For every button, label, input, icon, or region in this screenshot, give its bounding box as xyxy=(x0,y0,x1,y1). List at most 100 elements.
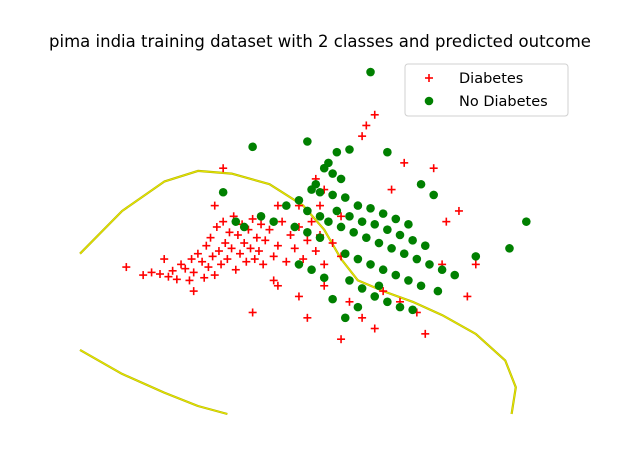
no-diabetes-point-34 xyxy=(370,220,380,229)
no-diabetes-point-19 xyxy=(315,211,325,221)
diabetes-point-36 xyxy=(246,244,255,253)
legend-label-no-diabetes: No Diabetes xyxy=(459,94,548,110)
no-diabetes-point-39 xyxy=(353,201,363,210)
no-diabetes-point-59 xyxy=(315,233,325,242)
diabetes-point-77 xyxy=(273,281,282,290)
diabetes-point-44 xyxy=(265,225,274,234)
no-diabetes-point-71 xyxy=(416,179,426,189)
diabetes-point-94 xyxy=(454,206,463,215)
diabetes-point-41 xyxy=(257,220,266,229)
decision-boundary xyxy=(79,169,517,416)
no-diabetes-point-11 xyxy=(307,185,316,194)
diabetes-point-82 xyxy=(358,313,367,322)
diabetes-point-37 xyxy=(248,214,257,223)
no-diabetes-point-17 xyxy=(294,195,304,205)
no-diabetes-point-3 xyxy=(332,147,342,157)
no-diabetes-point-27 xyxy=(412,254,422,264)
diabetes-point-0 xyxy=(122,263,131,272)
no-diabetes-point-72 xyxy=(340,313,350,323)
diabetes-point-53 xyxy=(303,236,312,245)
diabetes-point-43 xyxy=(261,236,270,245)
diabetes-point-46 xyxy=(273,241,282,250)
no-diabetes-point-58 xyxy=(303,228,312,237)
no-diabetes-point-38 xyxy=(420,241,430,250)
diabetes-point-22 xyxy=(217,260,226,269)
diabetes-point-60 xyxy=(219,164,228,173)
diabetes-point-39 xyxy=(252,233,261,242)
diabetes-point-21 xyxy=(214,247,223,256)
diabetes-point-61 xyxy=(273,201,282,210)
no-diabetes-point-52 xyxy=(357,284,367,293)
diabetes-point-47 xyxy=(278,217,287,226)
diabetes-point-70 xyxy=(400,158,409,167)
legend: Diabetes No Diabetes xyxy=(404,63,569,117)
diabetes-point-54 xyxy=(307,217,316,226)
no-diabetes-point-36 xyxy=(395,230,405,240)
no-diabetes-point-54 xyxy=(383,297,392,307)
diabetes-point-92 xyxy=(210,201,219,210)
no-diabetes-point-28 xyxy=(425,260,434,269)
diabetes-point-14 xyxy=(200,273,209,282)
legend-frame xyxy=(404,63,569,117)
no-diabetes-point-22 xyxy=(349,228,358,237)
diabetes-point-64 xyxy=(337,212,346,221)
no-diabetes-point-29 xyxy=(437,265,447,275)
diabetes-point-90 xyxy=(189,287,198,296)
diabetes-point-17 xyxy=(206,233,215,242)
diabetes-point-67 xyxy=(362,121,371,130)
no-diabetes-point-15 xyxy=(218,187,228,197)
diabetes-point-31 xyxy=(236,249,244,258)
diabetes-point-6 xyxy=(172,275,181,284)
diabetes-point-40 xyxy=(254,247,263,256)
no-diabetes-point-8 xyxy=(328,169,337,178)
no-diabetes-point-30 xyxy=(450,270,460,280)
diabetes-point-8 xyxy=(181,264,190,273)
no-diabetes-point-70 xyxy=(429,190,438,200)
diabetes-point-63 xyxy=(316,201,324,210)
no-diabetes-point-21 xyxy=(336,222,346,232)
boundary-outline-1 xyxy=(79,348,228,416)
no-diabetes-point-51 xyxy=(345,276,354,285)
diabetes-point-89 xyxy=(345,297,354,306)
diabetes-point-26 xyxy=(225,228,234,237)
diabetes-point-10 xyxy=(187,255,196,264)
diabetes-point-34 xyxy=(242,257,251,266)
no-diabetes-point-13 xyxy=(328,190,337,200)
series-no-diabetes xyxy=(218,67,531,323)
no-diabetes-point-44 xyxy=(340,249,350,259)
no-diabetes-point-57 xyxy=(290,222,300,232)
diabetes-point-20 xyxy=(212,222,221,231)
no-diabetes-point-67 xyxy=(471,252,481,261)
no-diabetes-point-61 xyxy=(231,217,241,226)
diabetes-point-38 xyxy=(250,255,259,264)
no-diabetes-point-24 xyxy=(374,238,384,248)
diabetes-point-3 xyxy=(156,270,164,279)
no-diabetes-point-20 xyxy=(324,217,333,226)
diabetes-point-74 xyxy=(471,260,480,269)
no-diabetes-point-42 xyxy=(391,214,401,224)
diabetes-point-68 xyxy=(370,110,379,119)
no-diabetes-point-50 xyxy=(416,281,426,291)
no-diabetes-point-46 xyxy=(366,260,375,269)
no-diabetes-point-75 xyxy=(374,281,384,291)
legend-dot-icon xyxy=(424,96,434,106)
boundary-outline-0 xyxy=(79,169,517,415)
diabetes-point-78 xyxy=(248,308,257,317)
diabetes-point-15 xyxy=(202,241,211,250)
diabetes-point-91 xyxy=(160,255,169,264)
diabetes-point-52 xyxy=(299,255,308,264)
no-diabetes-point-65 xyxy=(307,265,316,275)
diabetes-point-2 xyxy=(147,268,156,277)
diabetes-point-50 xyxy=(290,244,299,253)
no-diabetes-point-5 xyxy=(383,147,392,157)
no-diabetes-point-0 xyxy=(366,67,375,77)
no-diabetes-point-49 xyxy=(404,276,413,285)
no-diabetes-point-47 xyxy=(378,265,388,275)
diabetes-point-16 xyxy=(204,263,213,272)
diabetes-point-12 xyxy=(193,249,202,258)
diabetes-point-1 xyxy=(139,271,148,280)
no-diabetes-point-76 xyxy=(433,286,443,296)
no-diabetes-point-14 xyxy=(340,193,350,202)
diabetes-point-81 xyxy=(337,335,346,344)
